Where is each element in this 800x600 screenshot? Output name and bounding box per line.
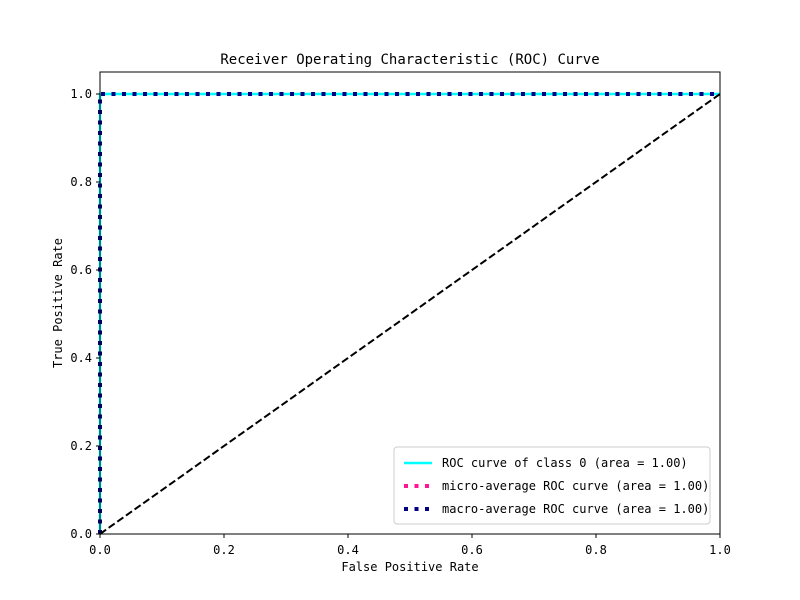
y-tick-label: 0.0 — [70, 527, 92, 541]
y-tick-label: 0.8 — [70, 175, 92, 189]
legend-label: macro-average ROC curve (area = 1.00) — [442, 502, 709, 516]
y-tick-label: 0.6 — [70, 263, 92, 277]
legend-frame — [393, 446, 711, 525]
y-tick-label: 0.2 — [70, 439, 92, 453]
legend-label: ROC curve of class 0 (area = 1.00) — [442, 456, 688, 470]
x-tick-label: 0.0 — [89, 543, 111, 557]
x-axis-label: False Positive Rate — [341, 560, 478, 574]
plot-frame — [99, 71, 721, 535]
x-axis: 0.0 0.2 0.4 0.6 0.8 1.0 — [89, 534, 731, 557]
x-tick-label: 1.0 — [709, 543, 731, 557]
x-tick-label: 0.6 — [461, 543, 483, 557]
y-axis: 0.0 0.2 0.4 0.6 0.8 1.0 — [70, 87, 100, 541]
y-tick-label: 0.4 — [70, 351, 92, 365]
y-axis-label: True Positive Rate — [51, 238, 65, 368]
legend-label: micro-average ROC curve (area = 1.00) — [442, 479, 709, 493]
y-tick-label: 1.0 — [70, 87, 92, 101]
x-tick-label: 0.2 — [213, 543, 235, 557]
legend: ROC curve of class 0 (area = 1.00) micro-… — [393, 446, 711, 525]
x-tick-label: 0.4 — [337, 543, 359, 557]
x-tick-label: 0.8 — [585, 543, 607, 557]
chart-title: Receiver Operating Characteristic (ROC) … — [220, 52, 599, 68]
roc-line-macro-average — [98, 92, 720, 534]
